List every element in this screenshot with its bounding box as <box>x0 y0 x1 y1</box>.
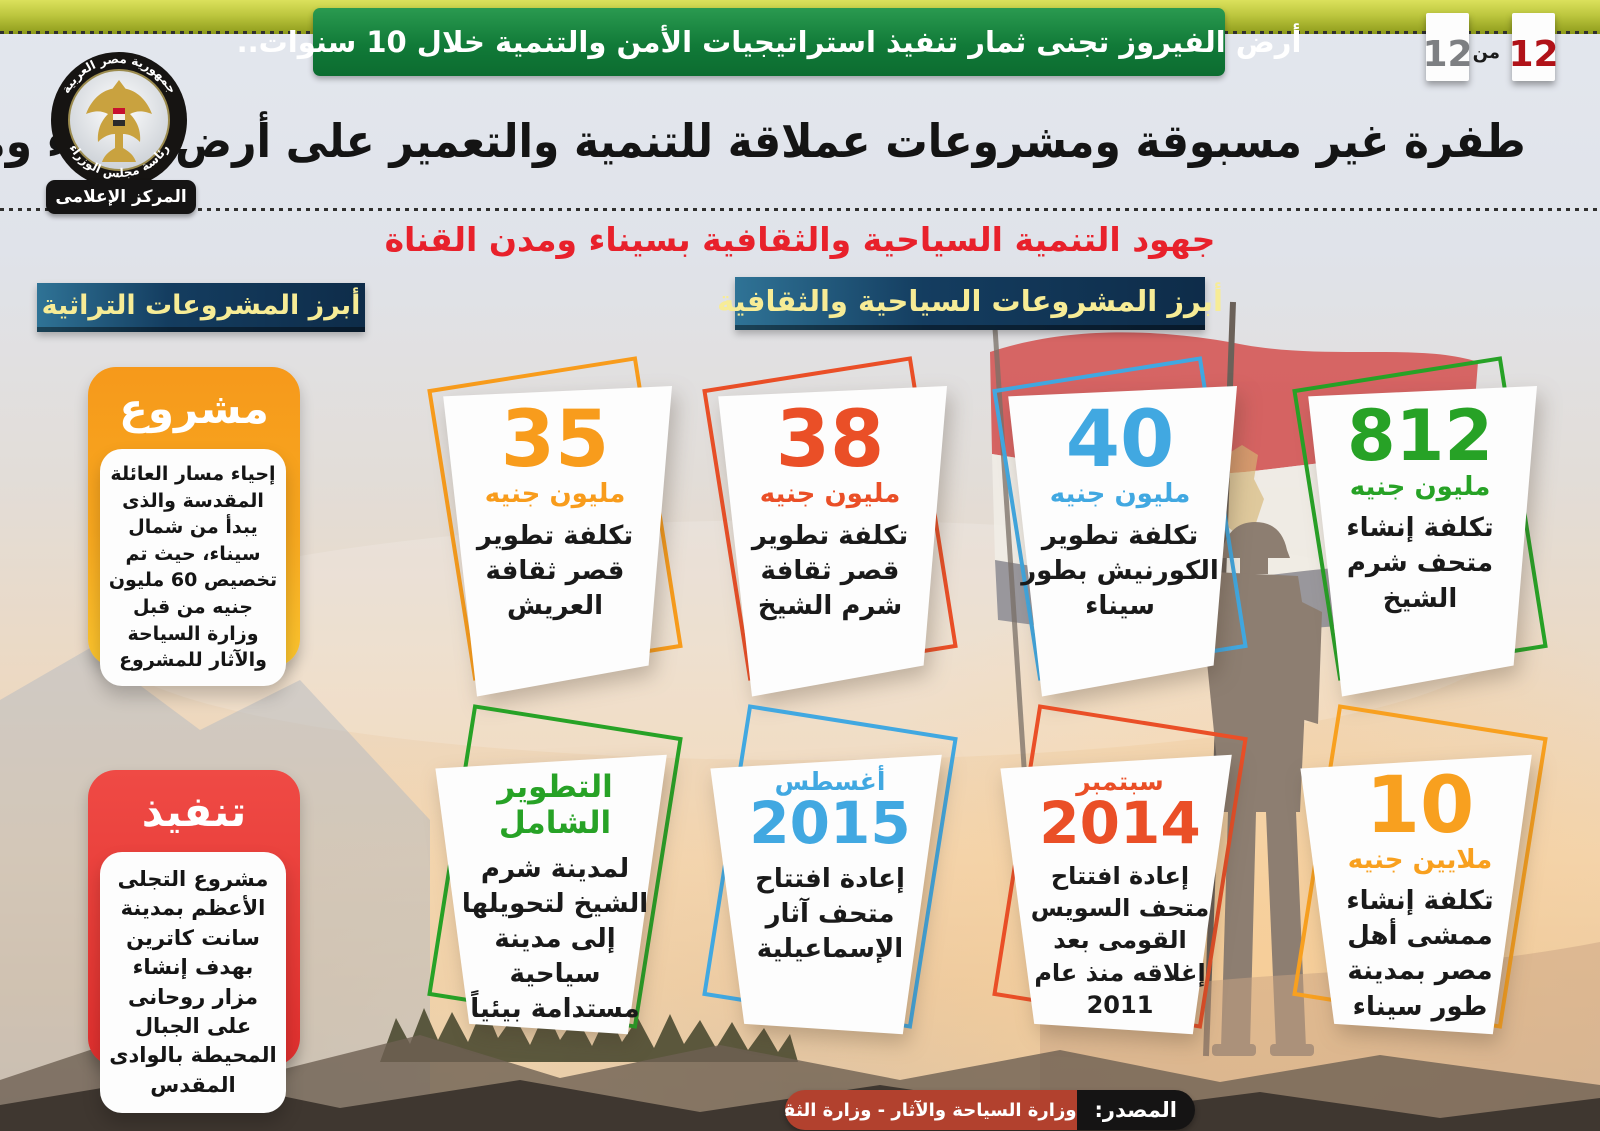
card-value: 10 <box>1365 760 1475 851</box>
heritage-card-tag: مشروع <box>119 383 269 433</box>
gov-logo: جمهورية مصر العربية رئاسة مجلس الوزراء ا… <box>34 42 204 232</box>
gov-emblem-icon: جمهورية مصر العربية رئاسة مجلس الوزراء <box>51 52 187 188</box>
card-unit: مليون جنيه <box>484 479 626 510</box>
page-subtitle: جهود التنمية السياحية والثقافية بسيناء و… <box>384 220 1216 259</box>
page-current-number: 12 <box>1508 34 1559 75</box>
card-unit: مليون جنيه <box>759 479 901 510</box>
card-paper <box>1300 754 1532 1035</box>
card-month-label: سبتمبر <box>1076 766 1164 796</box>
page-current-tab: 12 <box>1508 13 1559 81</box>
heritage-card-holy-family: مشروع إحياء مسار العائلة المقدسة والذى ي… <box>88 367 300 686</box>
card-paper <box>435 754 667 1035</box>
logo-ribbon-text: المركز الإعلامى <box>55 187 187 207</box>
section-header-tourism-text: أبرز المشروعات السياحية والثقافية <box>717 284 1223 318</box>
source-bar: المصدر: وزارة السياحة والآثار - وزارة ال… <box>785 1090 1195 1130</box>
heritage-card-body: مشروع التجلى الأعظم بمدينة سانت كاترين ب… <box>100 852 286 1114</box>
card-description: إعادة افتتاح متحف آثار الإسماعيلية <box>755 863 905 964</box>
card-value: 35 <box>500 395 610 486</box>
card-month-label: أغسطس <box>774 766 886 796</box>
dotted-separator-title <box>0 208 1600 211</box>
card-description: تكلفة تطوير الكورنيش بطور سيناء <box>1021 520 1219 622</box>
card-paper <box>443 386 672 697</box>
card-paper <box>1000 754 1232 1035</box>
card-paper <box>1008 386 1237 697</box>
source-label: المصدر: <box>1076 1090 1195 1130</box>
card-unit: مليون جنيه <box>1049 479 1191 510</box>
card-description: تكلفة إنشاء ممشى أهل مصر بمدينة طور سينا… <box>1346 886 1494 1022</box>
project-card-arish-culture-palace: 35 مليون جنيه تكلفة تطوير قصر ثقافة العر… <box>425 355 685 700</box>
card-paper <box>718 386 947 697</box>
section-header-heritage-text: أبرز المشروعات التراثية <box>41 289 361 321</box>
project-card-sharm-museum: 812 مليون جنيه تكلفة إنشاء متحف شرم الشي… <box>1290 355 1550 700</box>
card-unit: مليون جنيه <box>1349 471 1491 502</box>
flag-eagle-emblem <box>1222 445 1264 537</box>
heritage-card-transfiguration: تنفيذ مشروع التجلى الأعظم بمدينة سانت كا… <box>88 770 300 1114</box>
project-card-sharm-culture-palace: 38 مليون جنيه تكلفة تطوير قصر ثقافة شرم … <box>700 355 960 700</box>
card-title: التطوير الشامل <box>497 768 613 842</box>
logo-ribbon: المركز الإعلامى <box>46 180 196 214</box>
heritage-card-body: إحياء مسار العائلة المقدسة والذى يبدأ من… <box>100 449 286 686</box>
card-description: تكلفة تطوير قصر ثقافة العريش <box>476 520 634 622</box>
card-paper <box>710 754 942 1035</box>
page-total-number: 12 <box>1422 34 1473 75</box>
page-title: طفرة غير مسبوقة ومشروعات عملاقة للتنمية … <box>0 114 1526 168</box>
card-description: تكلفة تطوير قصر ثقافة شرم الشيخ <box>751 520 909 622</box>
card-value: 38 <box>775 395 885 486</box>
page-indicator: 12 من 12 <box>1395 0 1559 90</box>
card-value: 40 <box>1065 395 1175 486</box>
source-text: وزارة السياحة والآثار - وزارة الثقافة <box>785 1090 1077 1130</box>
card-description: تكلفة إنشاء متحف شرم الشيخ <box>1346 513 1494 614</box>
project-card-ismailia-museum: أغسطس 2015 إعادة افتتاح متحف آثار الإسما… <box>700 703 960 1048</box>
card-value: 2014 <box>1039 788 1201 857</box>
card-description: إعادة افتتاح متحف السويس القومى بعد إغلا… <box>1030 861 1210 1020</box>
page-total-tab: 12 <box>1422 13 1473 81</box>
card-value: 2015 <box>749 788 911 857</box>
card-value: 812 <box>1346 395 1494 478</box>
project-card-suez-national-museum: سبتمبر 2014 إعادة افتتاح متحف السويس الق… <box>990 703 1250 1048</box>
project-card-sharm-comprehensive-development: التطوير الشامل لمدينة شرم الشيخ لتحويلها… <box>425 703 685 1048</box>
eagle-flag-shield <box>113 108 125 126</box>
section-header-heritage: أبرز المشروعات التراثية <box>37 283 365 332</box>
series-title-banner: أرض الفيروز تجنى ثمار تنفيذ استراتيجيات … <box>237 8 1301 76</box>
card-paper <box>1308 386 1537 697</box>
project-card-ahl-masr-walkway: 10 ملايين جنيه تكلفة إنشاء ممشى أهل مصر … <box>1290 703 1550 1048</box>
heritage-card-tag: تنفيذ <box>141 786 247 836</box>
card-description: لمدينة شرم الشيخ لتحويلها إلى مدينة سياح… <box>461 853 649 1025</box>
page-separator: من <box>1472 42 1500 63</box>
series-title-text: أرض الفيروز تجنى ثمار تنفيذ استراتيجيات … <box>236 25 1302 59</box>
card-unit: ملايين جنيه <box>1347 844 1493 875</box>
project-card-tor-sinai-corniche: 40 مليون جنيه تكلفة تطوير الكورنيش بطور … <box>990 355 1250 700</box>
section-header-tourism: أبرز المشروعات السياحية والثقافية <box>717 277 1223 330</box>
